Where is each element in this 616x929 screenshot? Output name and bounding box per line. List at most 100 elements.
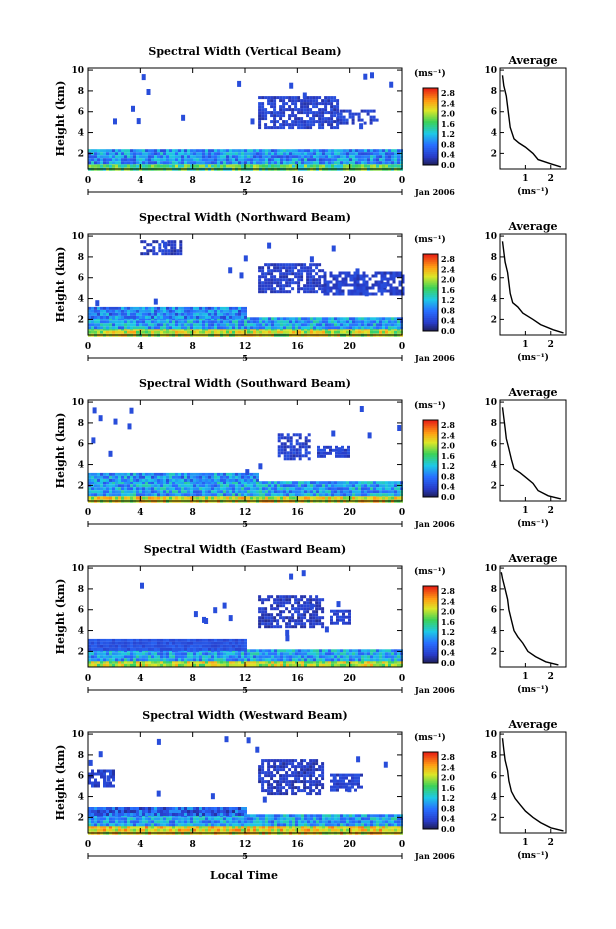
heatmap-cell (360, 118, 364, 122)
heatmap-cell (394, 660, 397, 664)
heatmap-cell (205, 161, 208, 165)
heatmap-cell (232, 315, 235, 319)
heatmap-cell (113, 118, 117, 125)
heatmap-cell (214, 641, 217, 645)
heatmap-cell (343, 320, 346, 324)
colorbar-segment (423, 445, 438, 448)
heatmap-cell (301, 317, 304, 321)
heatmap-cell (235, 323, 238, 327)
heatmap-cell (330, 123, 334, 127)
heatmap-cell (312, 619, 316, 623)
heatmap-cell (261, 616, 265, 620)
heatmap-cell (211, 320, 214, 324)
heatmap-cell (319, 663, 322, 667)
heatmap-cell (214, 655, 217, 659)
heatmap-cell (241, 309, 244, 313)
heatmap-cell (142, 472, 145, 476)
heatmap-cell (288, 281, 292, 285)
heatmap-cell (97, 490, 100, 494)
heatmap-cell (323, 274, 327, 278)
heatmap-cell (370, 658, 373, 662)
heatmap-cell (361, 161, 364, 165)
heatmap-cell (340, 484, 343, 488)
heatmap-cell (348, 621, 351, 625)
heatmap-cell (297, 269, 301, 273)
heatmap-cell (307, 658, 310, 662)
heatmap-cell (358, 326, 361, 330)
heatmap-cell (335, 454, 338, 458)
heatmap-cell (94, 309, 97, 313)
heatmap-cell (196, 330, 199, 334)
heatmap-cell (334, 158, 337, 162)
heatmap-cell (300, 99, 304, 103)
heatmap-cell (166, 484, 169, 488)
heatmap-cell (160, 660, 163, 664)
heatmap-cell (136, 330, 139, 334)
heatmap-cell (184, 647, 187, 651)
heatmap-cell (223, 478, 226, 482)
heatmap-cell (214, 315, 217, 319)
heatmap-cell (136, 323, 139, 327)
colorbar-segment (423, 288, 438, 292)
heatmap-cell (199, 309, 202, 313)
heatmap-cell (298, 649, 301, 653)
heatmap-cell (319, 320, 322, 324)
heatmap-cell (295, 433, 299, 437)
colorbar-segment (423, 259, 438, 263)
heatmap-cell (325, 652, 328, 656)
heatmap-cell (374, 283, 378, 287)
heatmap-cell (258, 120, 262, 124)
heatmap-cell (304, 439, 308, 443)
heatmap-cell (333, 108, 337, 112)
heatmap-cell (166, 644, 169, 648)
heatmap-cell (316, 155, 319, 159)
heatmap-cell (365, 286, 369, 290)
heatmap-cell (91, 652, 94, 656)
heatmap-cell (166, 655, 169, 659)
heatmap-cell (241, 161, 244, 165)
heatmap-cell (145, 658, 148, 662)
heatmap-cell (214, 320, 217, 324)
heatmap-cell (166, 152, 169, 156)
heatmap-cell (103, 315, 106, 319)
heatmap-cell (88, 658, 91, 662)
heatmap-cell (163, 647, 166, 651)
heatmap-cell (361, 663, 364, 667)
heatmap-cell (309, 622, 313, 626)
heatmap-cell (298, 454, 302, 458)
heatmap-cell (151, 155, 154, 159)
heatmap-cell (373, 317, 376, 321)
heatmap-cell (106, 493, 109, 497)
heatmap-cell (273, 120, 277, 124)
heatmap-cell (282, 99, 286, 103)
heatmap-cell (358, 658, 361, 662)
heatmap-cell (238, 638, 241, 642)
heatmap-cell (391, 660, 394, 664)
heatmap-cell (359, 277, 363, 281)
heatmap-cell (271, 149, 274, 153)
heatmap-cell (140, 582, 144, 589)
colorbar-segment (423, 329, 438, 332)
heatmap-cell (326, 292, 330, 296)
heatmap-cell (140, 252, 144, 256)
heatmap-cell (352, 652, 355, 656)
heatmap-cell (331, 481, 334, 485)
heatmap-cell (187, 647, 190, 651)
heatmap-cell (321, 616, 325, 620)
heatmap-cell (347, 289, 351, 293)
heatmap-cell (151, 330, 154, 334)
heatmap-cell (395, 271, 399, 275)
heatmap-cell (372, 118, 376, 122)
heatmap-cell (383, 289, 387, 293)
heatmap-cell (202, 616, 206, 623)
heatmap-cell (141, 74, 146, 81)
heatmap-cell (235, 647, 238, 651)
heatmap-cell (292, 457, 296, 461)
heatmap-cell (133, 496, 136, 500)
heatmap-cell (232, 484, 235, 488)
heatmap-cell (265, 152, 268, 156)
heatmap-cell (136, 309, 139, 313)
heatmap-cell (253, 475, 256, 479)
heatmap-cell (187, 655, 190, 659)
heatmap-cell (133, 478, 136, 482)
